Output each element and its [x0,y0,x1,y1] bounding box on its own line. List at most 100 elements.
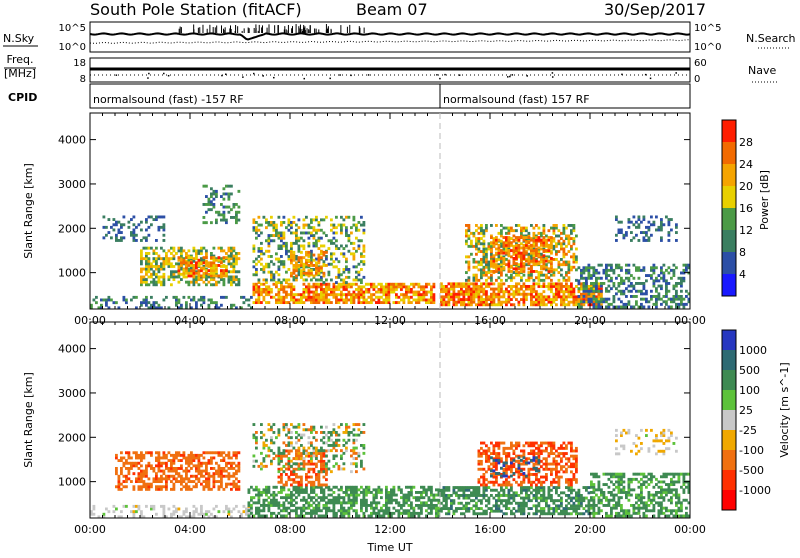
heatmap-cell [260,452,263,455]
heatmap-cell [563,298,566,301]
heatmap-cell [275,301,278,304]
heatmap-cell [293,269,296,272]
nave-dot [168,75,170,77]
heatmap-cell [258,507,261,510]
heatmap-cell [498,293,501,296]
heatmap-cell [388,283,391,286]
heatmap-cell [303,499,306,502]
heatmap-cell [308,468,311,471]
heatmap-cell [220,219,223,222]
heatmap-cell [145,252,148,255]
heatmap-cell [200,299,203,302]
heatmap-cell [325,512,328,515]
heatmap-cell [333,226,336,229]
heatmap-cell [555,290,558,293]
heatmap-cell [418,491,421,494]
heatmap-cell [408,496,411,499]
heatmap-cell [160,477,163,480]
heatmap-cell [480,242,483,245]
heatmap-cell [278,504,281,507]
heatmap-cell [213,267,216,270]
heatmap-cell [290,296,293,299]
heatmap-cell [403,504,406,507]
heatmap-cell [343,299,346,302]
heatmap-cell [385,509,388,512]
heatmap-cell [355,265,358,268]
heatmap-cell [255,509,258,512]
heatmap-cell [198,259,201,262]
heatmap-cell [345,449,348,452]
heatmap-cell [220,467,223,470]
heatmap-cell [255,460,258,463]
heatmap-cell [375,285,378,288]
heatmap-cell [323,470,326,473]
heatmap-cell [173,276,176,279]
heatmap-cell [210,462,213,465]
heatmap-cell [230,193,233,196]
heatmap-cell [578,287,581,290]
heatmap-cell [273,296,276,299]
heatmap-cell [260,515,263,518]
heatmap-cell [268,239,271,242]
heatmap-cell [230,281,233,284]
heatmap-cell [348,271,351,274]
heatmap-cell [345,281,348,284]
heatmap-cell [325,455,328,458]
heatmap-cell [308,501,311,504]
heatmap-cell [568,240,571,243]
nsky-right-tick-high: 10^5 [694,23,721,34]
heatmap-cell [360,465,363,468]
heatmap-cell [255,291,258,294]
heatmap-cell [343,515,346,518]
heatmap-cell [475,248,478,251]
heatmap-cell [225,221,228,224]
heatmap-cell [145,247,148,250]
heatmap-cell [358,488,361,491]
heatmap-cell [323,441,326,444]
heatmap-cell [175,262,178,265]
heatmap-cell [648,306,651,309]
heatmap-cell [205,256,208,259]
heatmap-cell [335,462,338,465]
heatmap-cell [508,229,511,232]
heatmap-cell [618,221,621,224]
heatmap-cell [273,452,276,455]
heatmap-cell [170,488,173,491]
power-colorbar-segment [722,164,736,186]
heatmap-cell [288,501,291,504]
heatmap-cell [133,236,136,239]
heatmap-cell [130,457,133,460]
heatmap-cell [683,306,686,309]
heatmap-cell [208,510,211,513]
heatmap-cell [460,301,463,304]
heatmap-cell [513,249,516,252]
heatmap-cell [433,504,436,507]
heatmap-cell [360,293,363,296]
heatmap-cell [648,229,651,232]
heatmap-cell [283,484,286,487]
heatmap-cell [180,475,183,478]
heatmap-cell [288,452,291,455]
heatmap-cell [315,288,318,291]
heatmap-cell [540,265,543,268]
heatmap-cell [345,501,348,504]
heatmap-cell [423,285,426,288]
heatmap-cell [173,296,176,299]
heatmap-cell [213,198,216,201]
heatmap-cell [235,485,238,488]
heatmap-cell [338,499,341,502]
heatmap-cell [525,260,528,263]
heatmap-cell [315,478,318,481]
heatmap-cell [173,477,176,480]
heatmap-cell [308,436,311,439]
heatmap-cell [155,488,158,491]
heatmap-cell [468,261,471,264]
heatmap-cell [508,276,511,279]
heatmap-cell [628,279,631,282]
heatmap-cell [505,227,508,230]
heatmap-cell [510,288,513,291]
heatmap-cell [230,255,233,258]
heatmap-cell [145,257,148,260]
heatmap-cell [315,299,318,302]
heatmap-cell [295,255,298,258]
